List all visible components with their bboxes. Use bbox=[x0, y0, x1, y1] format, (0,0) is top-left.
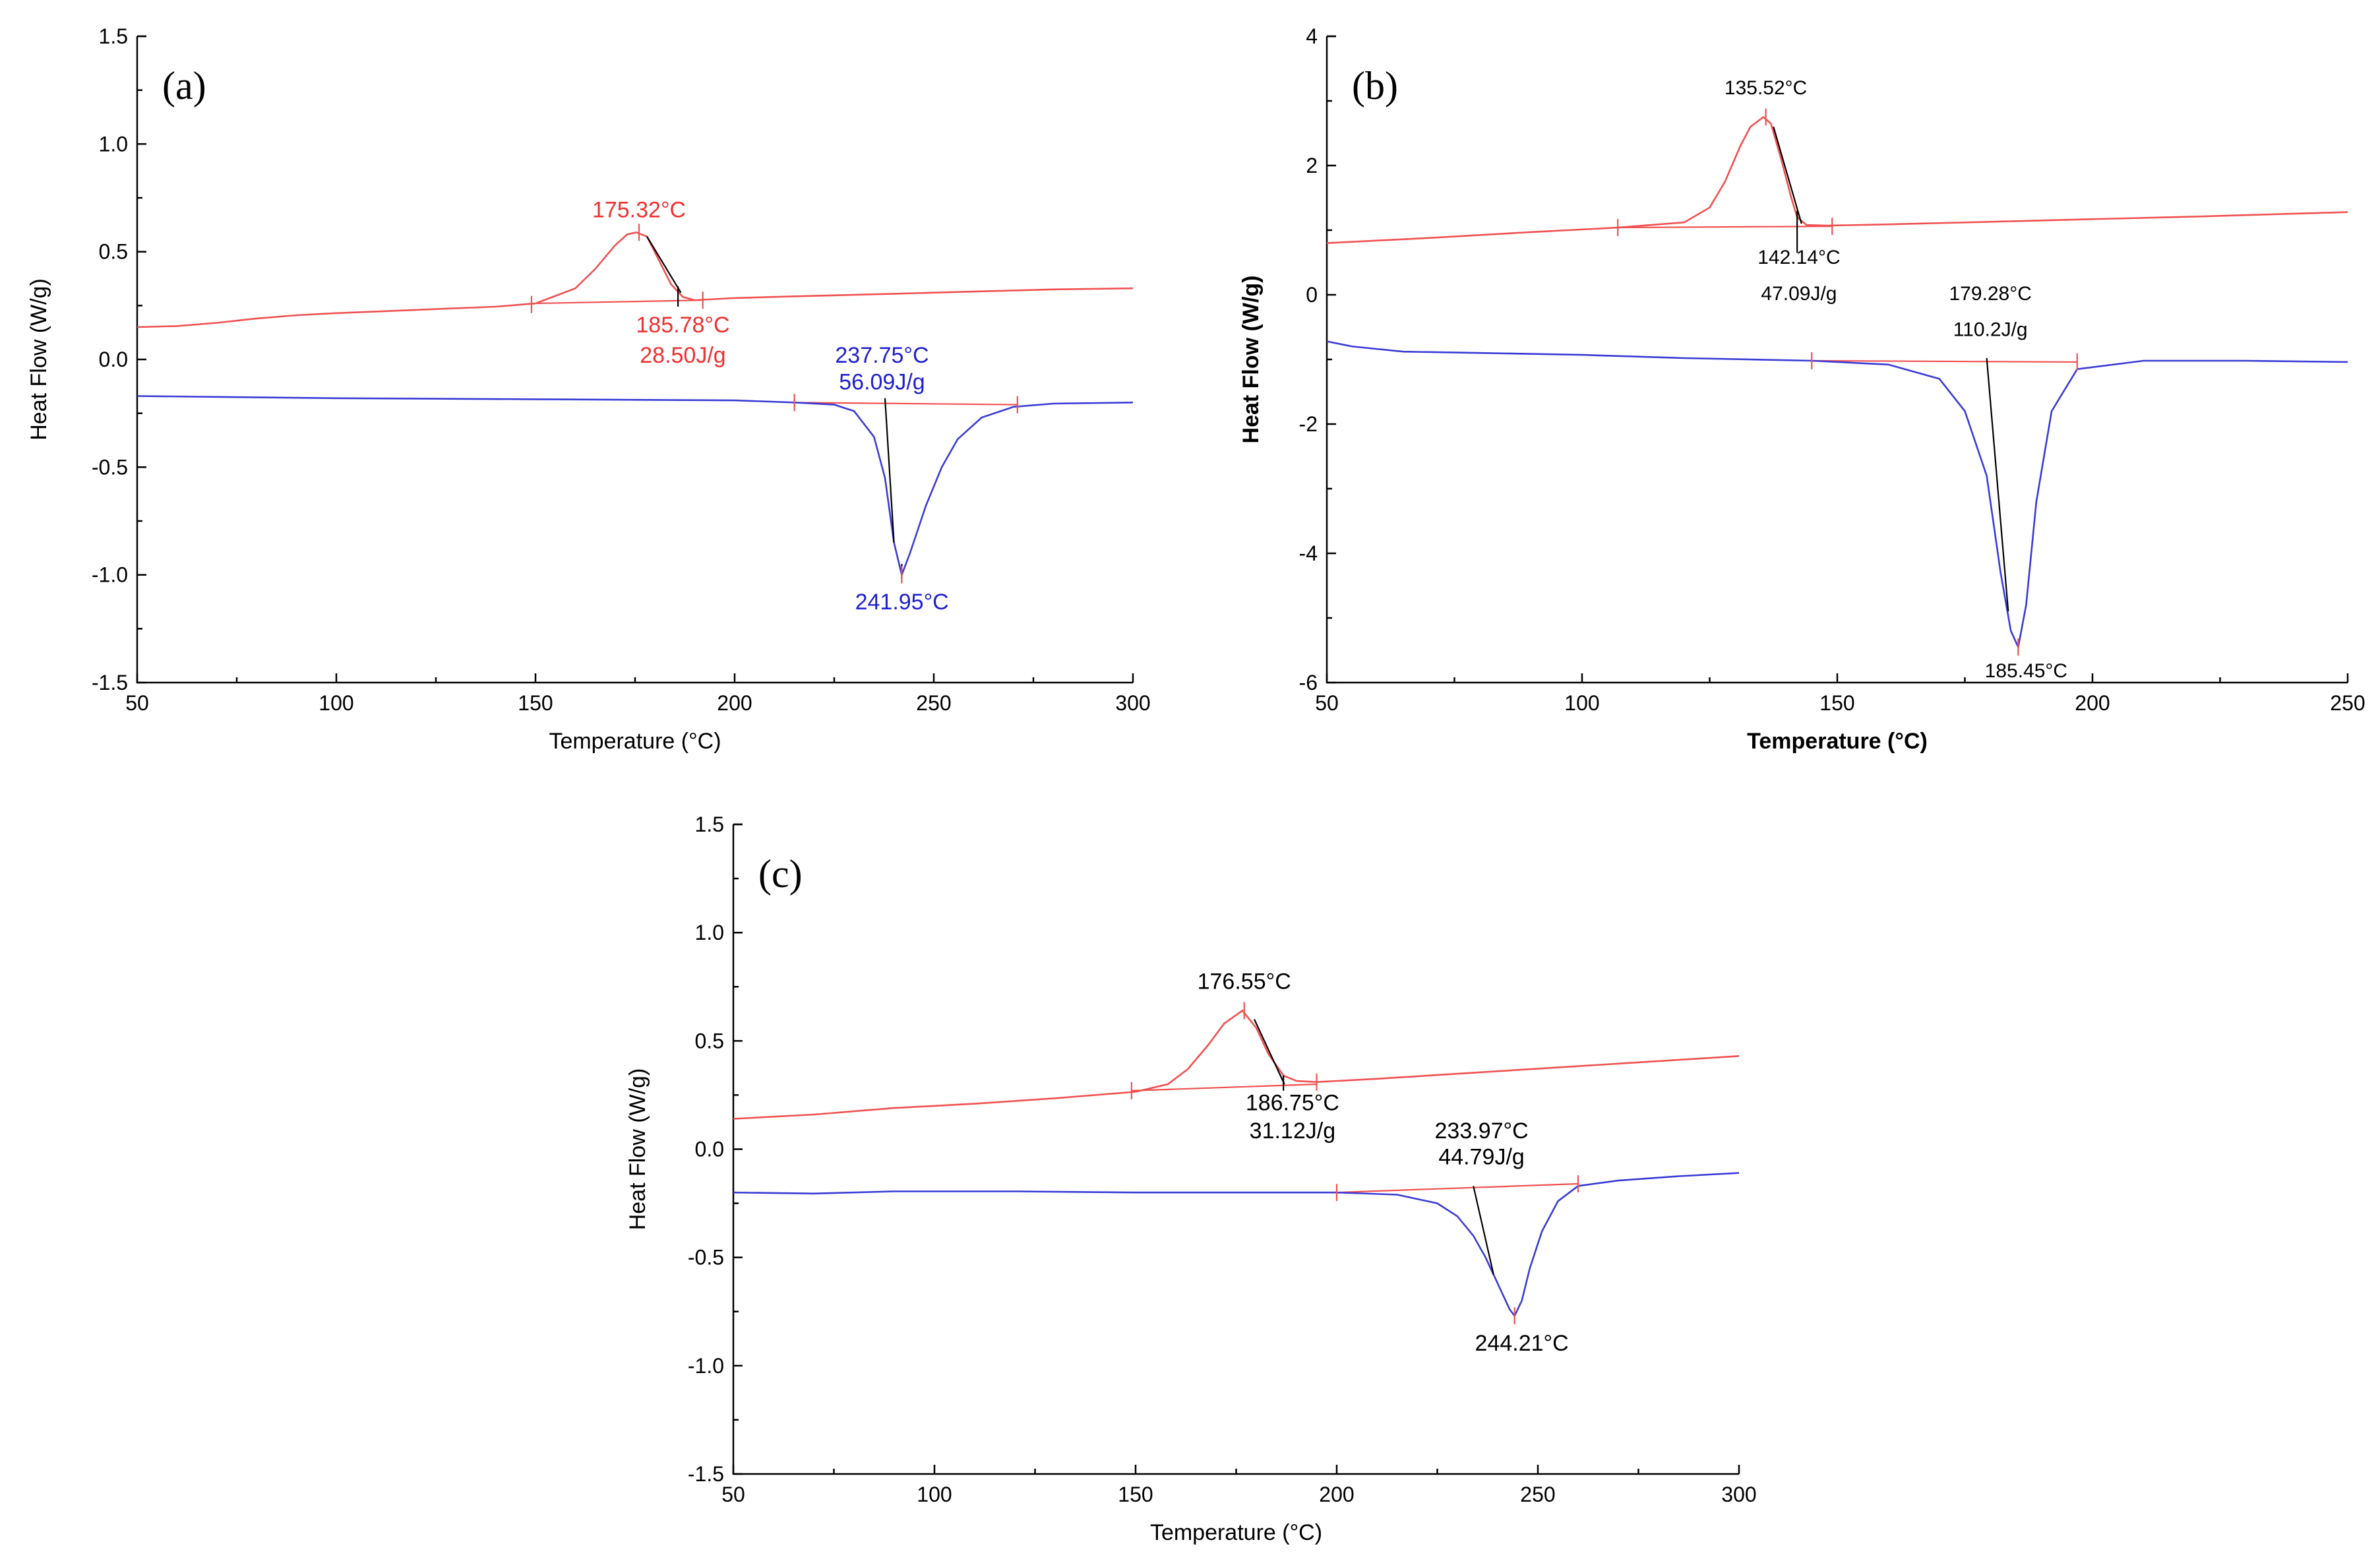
series-cooling-line bbox=[1326, 115, 2348, 244]
x-axis-title: Temperature (°C) bbox=[549, 729, 721, 754]
peak-annotation: 175.32°C bbox=[592, 197, 686, 222]
y-tick-label: 0.5 bbox=[695, 1029, 724, 1053]
y-tick-label: 1.0 bbox=[695, 921, 724, 944]
annotation-leader bbox=[646, 236, 682, 293]
axes-frame bbox=[732, 824, 1739, 1475]
x-tick-label: 250 bbox=[916, 691, 951, 715]
integration-baseline bbox=[794, 402, 1018, 406]
y-axis-title: Heat Flow (W/g) bbox=[1238, 276, 1264, 444]
x-tick-label: 150 bbox=[518, 691, 553, 715]
peak-annotation: 233.97°C bbox=[1435, 1119, 1529, 1144]
integration-baseline bbox=[1812, 359, 2077, 363]
y-tick-label: -4 bbox=[1299, 541, 1318, 565]
y-tick-label: 1.5 bbox=[695, 812, 724, 836]
panel-label: (c) bbox=[758, 852, 803, 896]
y-tick-label: 0 bbox=[1306, 283, 1318, 307]
annotation-leader bbox=[1773, 126, 1802, 224]
y-tick-label: -6 bbox=[1299, 671, 1318, 694]
peak-annotation: 186.75°C bbox=[1246, 1090, 1339, 1115]
x-tick-label: 200 bbox=[2075, 691, 2110, 715]
peak-annotation: 244.21°C bbox=[1475, 1331, 1569, 1356]
x-tick-label: 100 bbox=[1564, 691, 1599, 715]
integration-baseline bbox=[1336, 1182, 1579, 1194]
integration-baseline bbox=[1618, 226, 1833, 229]
y-tick-label: 0.0 bbox=[695, 1138, 724, 1161]
x-axis-title: Temperature (°C) bbox=[1150, 1520, 1322, 1545]
peak-annotation: 237.75°C bbox=[835, 343, 929, 368]
x-tick-label: 150 bbox=[1118, 1483, 1153, 1506]
x-tick-label: 150 bbox=[1819, 691, 1854, 715]
x-axis-title: Temperature (°C) bbox=[1747, 729, 1928, 754]
peak-annotation: 47.09J/g bbox=[1761, 283, 1837, 305]
x-tick-label: 200 bbox=[717, 691, 752, 715]
y-tick-label: -1.5 bbox=[92, 671, 128, 694]
y-tick-label: 2 bbox=[1306, 154, 1318, 177]
x-tick-label: 50 bbox=[721, 1483, 745, 1506]
annotation-leader bbox=[1253, 1019, 1285, 1085]
y-axis-title: Heat Flow (W/g) bbox=[26, 278, 51, 441]
y-tick-label: -0.5 bbox=[92, 455, 128, 479]
x-tick-label: 100 bbox=[917, 1483, 952, 1506]
peak-annotation: 31.12J/g bbox=[1250, 1119, 1335, 1144]
peak-annotation: 110.2J/g bbox=[1953, 319, 2028, 341]
annotation-leader bbox=[1986, 357, 2009, 612]
integration-baseline bbox=[1131, 1083, 1317, 1091]
x-tick-label: 200 bbox=[1319, 1483, 1354, 1506]
y-tick-label: -2 bbox=[1299, 412, 1318, 436]
y-tick-label: 4 bbox=[1306, 24, 1318, 48]
x-tick-label: 50 bbox=[125, 691, 149, 715]
y-tick-label: -1.0 bbox=[92, 563, 128, 587]
peak-annotation: 179.28°C bbox=[1949, 283, 2031, 305]
x-tick-label: 100 bbox=[319, 691, 353, 715]
y-tick-label: 0.0 bbox=[99, 348, 128, 371]
y-tick-label: -1.5 bbox=[688, 1462, 724, 1486]
peak-annotation: 44.79J/g bbox=[1438, 1144, 1524, 1169]
x-tick-label: 250 bbox=[2330, 691, 2365, 715]
peak-annotation: 135.52°C bbox=[1724, 77, 1807, 99]
series-heating-line bbox=[733, 1172, 1740, 1318]
y-tick-label: 1.5 bbox=[99, 24, 128, 48]
x-tick-label: 300 bbox=[1721, 1483, 1756, 1506]
annotation-leader bbox=[884, 398, 895, 543]
panel-label: (b) bbox=[1352, 64, 1398, 107]
y-tick-label: 1.0 bbox=[99, 132, 128, 156]
x-tick-label: 50 bbox=[1315, 691, 1339, 715]
series-cooling-line bbox=[137, 231, 1134, 328]
peak-annotation: 185.45°C bbox=[1985, 660, 2067, 682]
y-axis-title: Heat Flow (W/g) bbox=[625, 1068, 650, 1231]
axes-frame bbox=[136, 36, 1133, 684]
x-tick-label: 250 bbox=[1520, 1483, 1555, 1506]
panel-label: (a) bbox=[162, 64, 206, 107]
integration-baseline bbox=[535, 299, 703, 305]
x-tick-label: 300 bbox=[1115, 691, 1150, 715]
series-cooling-line bbox=[733, 1009, 1740, 1120]
y-tick-label: 0.5 bbox=[99, 240, 128, 264]
peak-annotation: 185.78°C bbox=[636, 313, 729, 338]
panel-c: 50 100 150 200 250 300 1.5 1.0 0.5 0.0 -0.5 -1.0 -1.… bbox=[625, 812, 1757, 1545]
peak-annotation: 241.95°C bbox=[855, 590, 949, 615]
series-heating-line bbox=[137, 395, 1134, 578]
axes-frame bbox=[1326, 36, 2348, 684]
panel-b: 50 100 150 200 250 4 2 0 -2 -4 -6 Temperature (°C) H… bbox=[1238, 24, 2365, 754]
peak-annotation: 142.14°C bbox=[1757, 247, 1840, 268]
peak-annotation: 56.09J/g bbox=[839, 370, 925, 395]
y-tick-label: -0.5 bbox=[688, 1246, 724, 1270]
series-heating-line bbox=[1326, 340, 2348, 650]
peak-annotation: 176.55°C bbox=[1198, 969, 1291, 995]
y-tick-label: -1.0 bbox=[688, 1354, 724, 1378]
peak-annotation: 28.50J/g bbox=[640, 343, 725, 368]
annotation-leader bbox=[1473, 1186, 1494, 1275]
panel-a: 50 100 150 200 250 300 1.5 1.0 0.5 0.0 -0.5 -1.0 -1.… bbox=[26, 24, 1151, 754]
